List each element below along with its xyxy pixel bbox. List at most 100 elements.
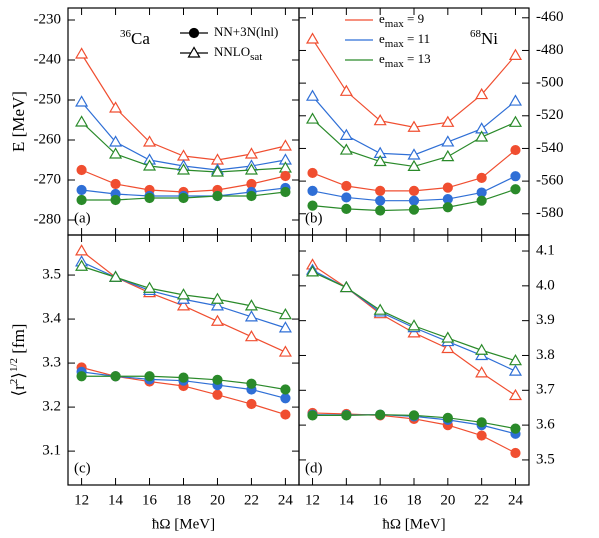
legend-label: emax = 13 [379,51,431,70]
marker-triangle [109,147,123,159]
marker-circle [76,194,87,206]
marker-triangle [75,95,89,107]
marker-triangle [210,292,225,304]
x-tick-label: 12 [305,492,320,508]
subscript: max [385,58,404,70]
marker-circle [408,195,420,206]
nucleus-label: 36Ca [120,28,150,48]
marker-circle [510,171,521,182]
marker-triangle [278,321,292,333]
marker-triangle [278,139,292,151]
legend-label: NNLOsat [214,44,262,63]
marker-triangle [142,159,157,171]
marker-circle [442,202,453,213]
marker-circle [341,180,352,192]
marker-triangle [441,115,455,127]
x-tick-label: 16 [142,492,158,508]
marker-triangle [441,149,455,162]
marker-triangle [244,163,258,175]
marker-circle [375,185,386,197]
text-part: [fm] [9,324,28,358]
marker-circle [375,205,386,216]
marker-triangle [508,388,523,401]
marker-triangle [244,310,258,322]
x-tick-label: 14 [339,492,355,508]
marker-circle [280,409,291,420]
y-tick-label: -460 [536,9,564,25]
marker-circle [144,371,155,382]
marker-circle [110,194,121,206]
y-tick-label: -480 [536,42,564,58]
marker-triangle [176,163,191,175]
marker-circle [510,423,521,434]
y-tick-label: 3.9 [536,312,555,328]
x-tick-label: 18 [407,492,422,508]
marker-triangle [244,299,258,311]
marker-circle [280,384,291,395]
marker-triangle [373,303,387,315]
marker-circle [510,144,521,156]
y-tick-label: 3.7 [536,382,555,398]
y-tick-label: 3.8 [536,347,555,363]
marker-triangle [475,87,489,100]
y-tick-label: -240 [34,51,62,67]
marker-triangle [305,265,320,277]
x-tick-label: 14 [108,492,124,508]
subscript: max [385,38,404,50]
marker-triangle [441,341,455,354]
marker-triangle [176,299,191,311]
x-tick-label: 22 [474,492,489,508]
y-tick-label: -230 [34,11,62,27]
y-tick-label: 3.5 [536,451,555,467]
text-part: NN+3N(lnl) [214,24,278,39]
y-tick-label: 3.3 [42,355,61,371]
legend-label: NN+3N(lnl) [214,24,278,39]
legend-marker [188,27,200,39]
marker-circle [144,192,155,204]
y-tick-label: 3.2 [42,399,61,415]
marker-triangle [407,159,421,172]
marker-triangle [339,84,353,96]
y-tick-label: -250 [34,91,62,107]
marker-circle [76,184,87,196]
panel-label: (c) [74,460,91,476]
marker-triangle [407,319,421,331]
marker-circle [408,185,420,197]
marker-triangle [407,148,421,160]
text-part: e [379,11,385,26]
marker-triangle [176,288,191,300]
marker-triangle [278,307,292,320]
y-tick-label: -270 [34,171,62,187]
y-tick-label: 3.1 [42,443,61,459]
y-tick-label: -260 [34,131,62,147]
marker-circle [408,204,420,215]
x-axis-label: ħΩ [MeV] [382,516,445,532]
text-part: e [379,51,385,66]
marker-circle [341,203,352,214]
mass-number: 68 [470,28,482,40]
x-tick-label: 18 [176,492,191,508]
y-tick-label: -520 [536,107,564,123]
legend-marker [187,46,201,58]
x-tick-label: 20 [210,492,225,508]
marker-circle [110,178,121,190]
text-part: = 13 [404,51,431,66]
marker-triangle [508,353,523,366]
superscript: 1/2 [8,358,20,372]
y-axis-label: E [MeV] [9,91,28,152]
marker-triangle [75,244,89,256]
marker-circle [280,170,291,182]
marker-circle [341,410,352,421]
marker-circle [178,192,189,204]
marker-triangle [475,366,489,378]
marker-circle [510,184,521,195]
y-tick-label: 4.0 [536,277,555,293]
y-tick-label: -560 [536,173,564,189]
marker-circle [280,186,291,198]
marker-triangle [407,120,421,132]
marker-circle [110,371,121,382]
text-part: = 9 [404,11,424,26]
marker-circle [212,190,223,202]
marker-triangle [278,345,292,357]
panel-label: (b) [305,210,323,226]
